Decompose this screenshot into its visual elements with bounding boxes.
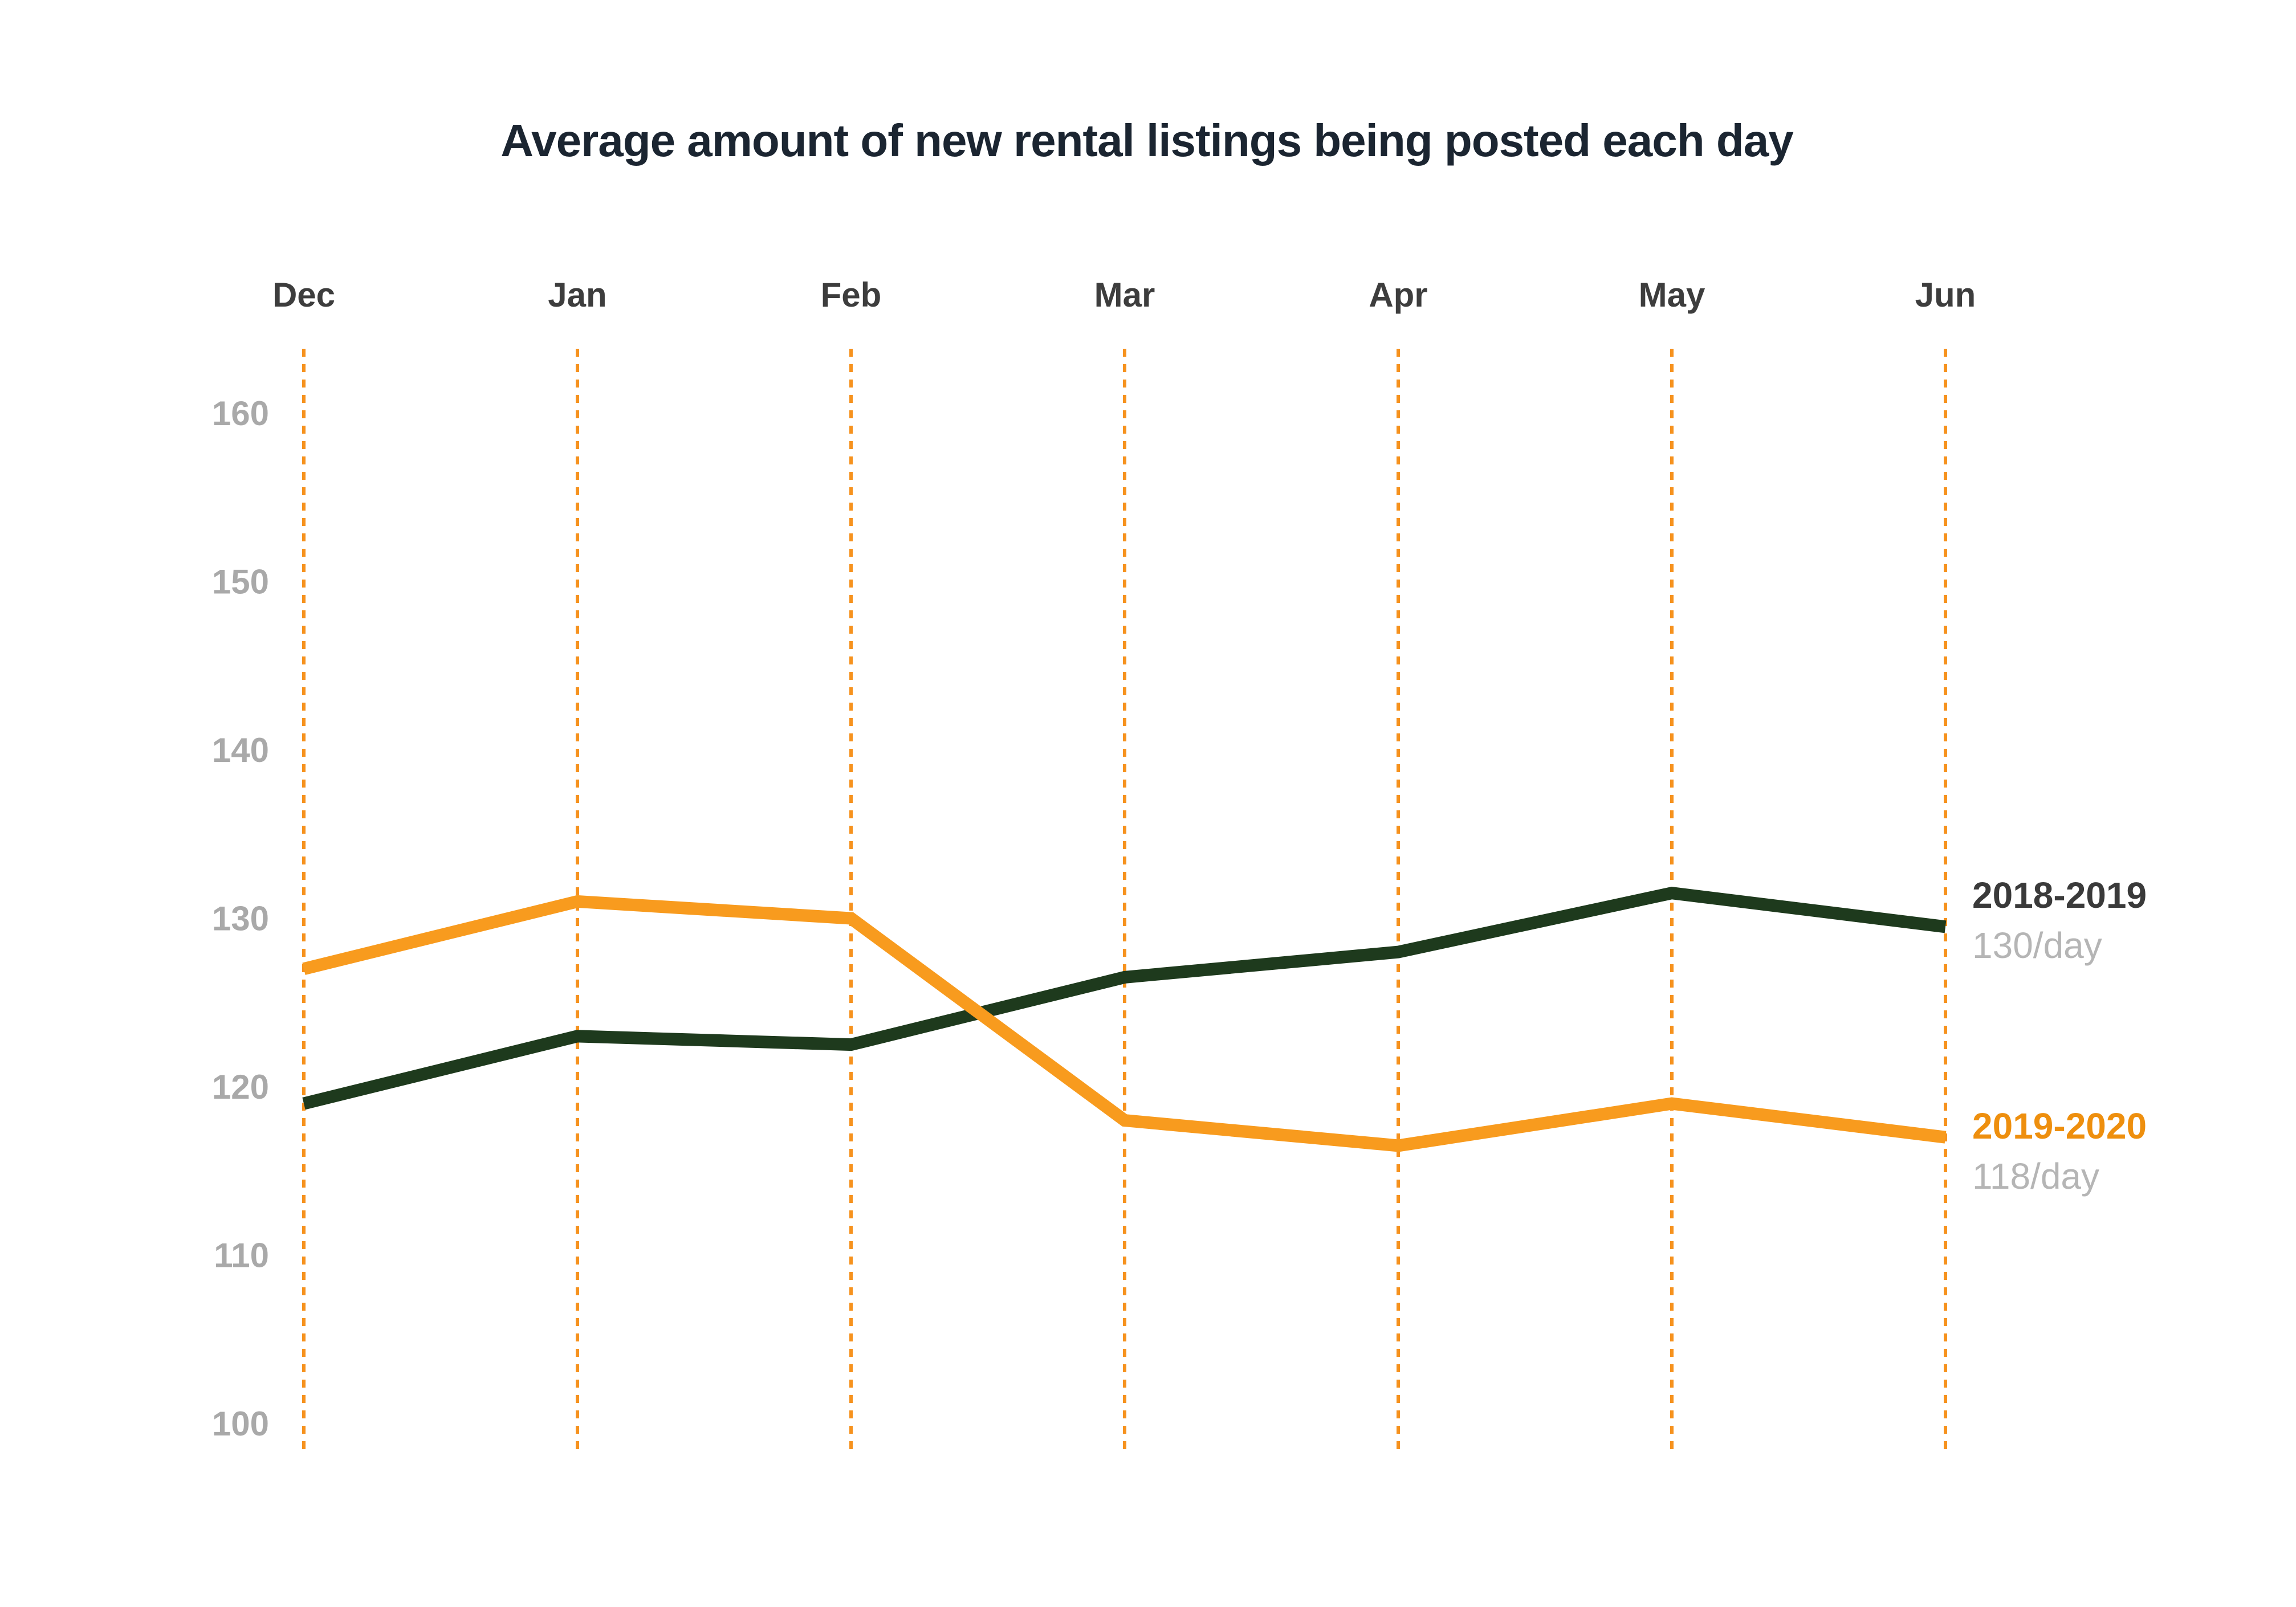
y-axis-label: 100 xyxy=(212,1405,269,1443)
legend-series-average-2018-2019: 130/day xyxy=(1972,925,2102,966)
x-axis-label: Dec xyxy=(272,276,335,314)
x-axis-label: Mar xyxy=(1094,276,1155,314)
x-axis-label: May xyxy=(1639,276,1705,314)
y-axis-label: 150 xyxy=(212,563,269,601)
x-axis-label: Jun xyxy=(1915,276,1976,314)
y-axis-label: 130 xyxy=(212,900,269,938)
y-axis-labels: 160 150 140 130 120 110 100 xyxy=(212,394,269,1443)
legend-series-name-2019-2020: 2019-2020 xyxy=(1972,1106,2147,1147)
series-line-2018-2019 xyxy=(302,887,1947,1110)
legend: 2018-2019 130/day 2019-2020 118/day xyxy=(1972,875,2147,1197)
chart-title: Average amount of new rental listings be… xyxy=(500,115,1794,166)
y-axis-label: 160 xyxy=(212,394,269,433)
x-axis-label: Feb xyxy=(821,276,882,314)
x-axis-labels: Dec Jan Feb Mar Apr May Jun xyxy=(272,276,1976,314)
x-axis-label: Apr xyxy=(1369,276,1427,314)
legend-series-average-2019-2020: 118/day xyxy=(1972,1156,2099,1197)
x-axis-label: Jan xyxy=(548,276,606,314)
series-line-2019-2020 xyxy=(302,895,1947,1152)
y-axis-label: 140 xyxy=(212,731,269,769)
y-axis-label: 120 xyxy=(212,1068,269,1106)
y-axis-label: 110 xyxy=(214,1237,269,1275)
legend-series-name-2018-2019: 2018-2019 xyxy=(1972,875,2147,916)
